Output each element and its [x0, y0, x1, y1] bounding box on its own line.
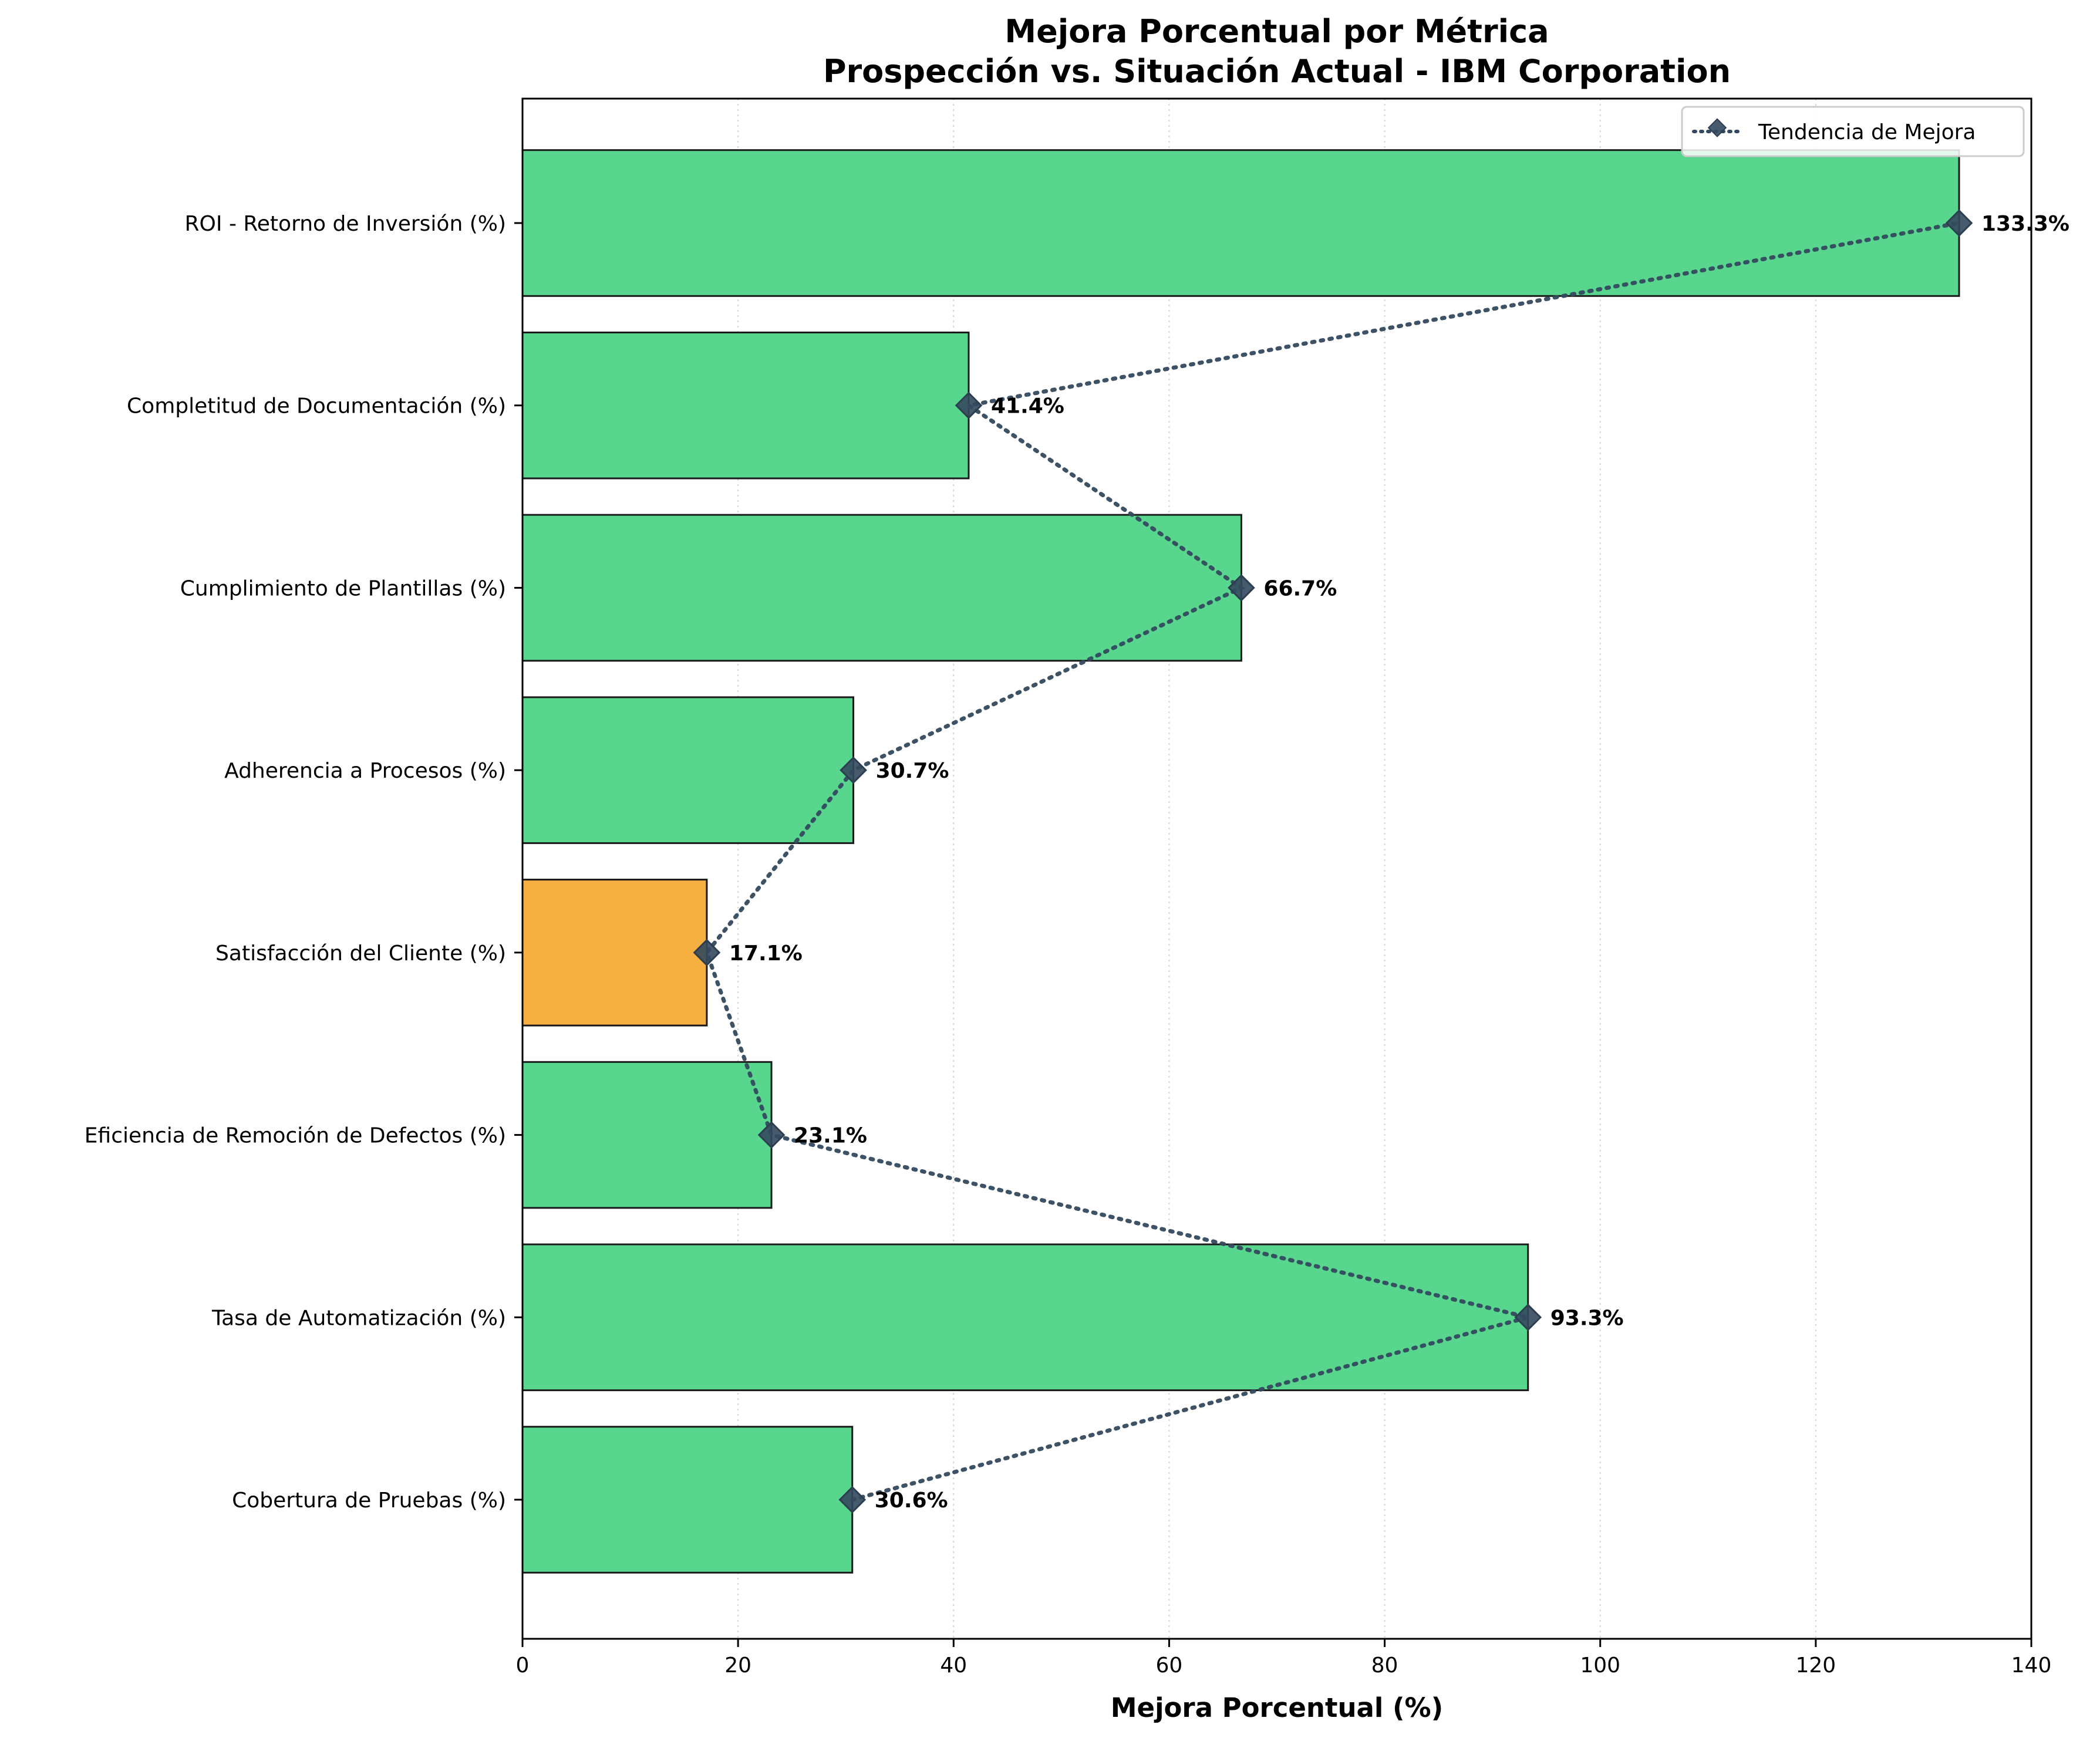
value-label: 93.3% — [1550, 1306, 1624, 1330]
trend-marker — [840, 756, 867, 784]
trend-marker — [693, 939, 721, 967]
chart-title-line2: Prospección vs. Situación Actual - IBM C… — [823, 53, 1731, 90]
value-label: 17.1% — [729, 941, 803, 966]
value-label: 23.1% — [794, 1124, 867, 1148]
value-label: 30.6% — [875, 1489, 948, 1513]
bar — [521, 331, 970, 480]
y-category-label: Eficiencia de Remoción de Defectos (%) — [85, 1124, 506, 1148]
bar — [521, 879, 708, 1027]
x-tick-label: 20 — [724, 1653, 751, 1678]
bar — [521, 1243, 1529, 1392]
y-category-label: Adherencia a Procesos (%) — [224, 759, 506, 783]
bar — [521, 514, 1242, 662]
x-axis-title: Mejora Porcentual (%) — [1111, 1692, 1443, 1723]
x-tick-label: 120 — [1795, 1653, 1836, 1678]
trend-marker — [1228, 574, 1255, 602]
y-category-label: Cobertura de Pruebas (%) — [232, 1489, 506, 1513]
value-labels: 30.6% 93.3% 23.1% 17.1% 30.7% 66.7% 41.4% 133.3… — [729, 212, 2069, 1513]
legend: Tendencia de Mejora — [1681, 106, 2025, 157]
x-tick-label: 80 — [1371, 1653, 1398, 1678]
bar — [521, 1061, 773, 1209]
legend-diamond-marker — [1707, 118, 1727, 137]
y-category-label: Tasa de Automatización (%) — [211, 1306, 506, 1330]
legend-label: Tendencia de Mejora — [1758, 120, 1976, 144]
y-category-label: Completitud de Documentación (%) — [127, 394, 506, 419]
trend-line-group — [693, 209, 1973, 1514]
value-label: 66.7% — [1263, 576, 1337, 600]
value-label: 133.3% — [1981, 212, 2069, 236]
legend-box — [1681, 106, 2025, 157]
y-category-label: Cumplimiento de Plantillas (%) — [180, 576, 506, 600]
trend-line — [704, 221, 1961, 1502]
value-label: 41.4% — [991, 394, 1064, 419]
y-category-label: ROI - Retorno de Inversión (%) — [185, 212, 506, 236]
trend-marker — [838, 1486, 867, 1514]
value-label: 30.7% — [876, 759, 949, 783]
trend-marker — [1945, 209, 1973, 237]
x-tick-label: 40 — [940, 1653, 967, 1678]
x-tick-label: 140 — [2011, 1653, 2052, 1678]
x-tick-label: 100 — [1580, 1653, 1620, 1678]
axes: 0 20 40 60 80 100 120 140 Cobertura de Pruebas (… — [85, 97, 2052, 1678]
bar — [521, 1426, 854, 1574]
trend-marker — [1514, 1303, 1542, 1331]
bar — [521, 696, 855, 844]
x-tick-label: 0 — [516, 1653, 530, 1678]
chart-title-line1: Mejora Porcentual por Métrica — [1005, 13, 1549, 50]
bar — [521, 149, 1960, 297]
x-tick-label: 60 — [1156, 1653, 1183, 1678]
trend-marker — [757, 1121, 786, 1149]
trend-marker — [955, 392, 983, 420]
bars — [521, 149, 1960, 1574]
plot-frame — [521, 97, 2032, 1640]
y-category-label: Satisfacción del Cliente (%) — [215, 941, 506, 966]
